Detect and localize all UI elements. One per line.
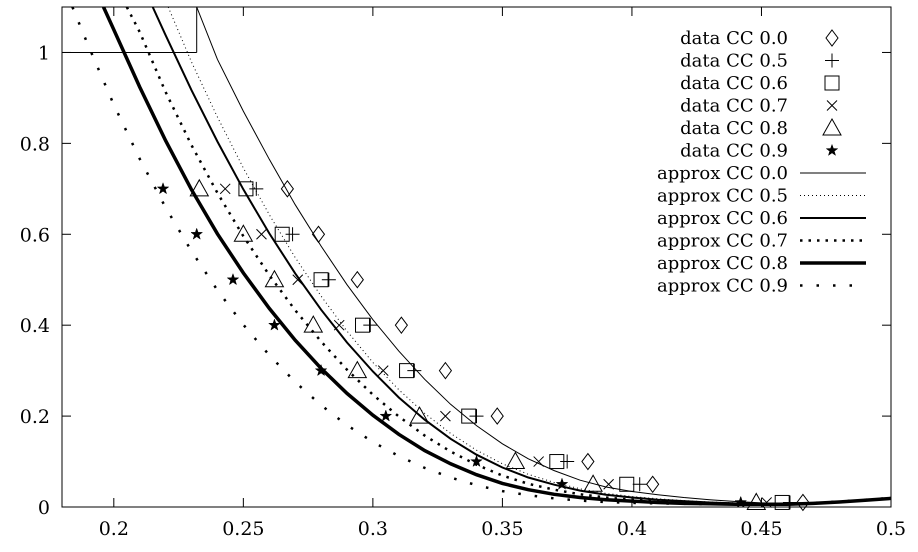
data-point-square [313,272,329,288]
data-point-cross [377,365,389,376]
data-point-diamond [581,452,595,471]
data-point-plus [249,181,264,196]
legend-symbol-plus [825,53,839,68]
y-tick-label: 0.8 [20,133,50,155]
data-point-star [379,409,393,422]
data-point-cross [219,183,231,195]
x-tick-label: 0.5 [876,518,906,540]
data-point-star [555,477,569,490]
data-point-cross [256,228,267,240]
data-point-star [226,272,240,286]
legend-symbol-diamond [825,29,839,47]
y-tick-label: 0.2 [20,406,50,428]
data-point-diamond [438,361,453,380]
y-tick-label: 0 [38,497,50,519]
x-tick-label: 0.2 [99,518,129,540]
y-tick-label: 1 [38,42,50,64]
data-point-star [156,182,170,195]
data-point-star [314,363,328,377]
data-point-triangle [409,406,430,424]
data-point-square [355,317,371,333]
data-point-plus [321,272,336,287]
data-point-plus [363,318,378,333]
data-point-diamond [311,225,326,244]
legend-label: data CC 0.7 [680,96,788,117]
data-point-cross [333,319,345,331]
legend-label: data CC 0.5 [680,51,788,72]
curve-approx-cc-0-5 [167,7,891,505]
curve-approx-cc-0-8 [101,7,891,507]
data-point-diamond [280,179,295,198]
data-point-triangle [583,474,603,492]
legend-label: approx CC 0.8 [657,253,788,274]
data-point-triangle [303,315,324,333]
axes: 0.2 0.25 0.3 0.35 0.4 0.45 0.5 0 0.2 0.4 0.6 0.8 1 [20,7,906,540]
data-point-square [399,363,415,379]
data-point-diamond [490,407,504,425]
legend-label: approx CC 0.0 [657,163,788,184]
x-tick-label: 0.4 [617,518,647,540]
plot-frame [61,6,892,508]
legend-label: approx CC 0.5 [657,186,788,207]
x-tick-label: 0.45 [740,518,782,540]
data-point-square [549,454,565,470]
data-point-cross [603,478,614,490]
data-point-square [619,476,635,492]
data-point-triangle [189,178,210,197]
data-point-star [267,318,281,331]
data-point-diamond [394,316,408,335]
data-point-cross [440,410,451,422]
data-point-square [461,408,477,424]
data-point-star [734,495,748,508]
data-point-triangle [233,224,254,242]
x-tick-label: 0.35 [481,518,523,540]
data-markers [156,178,810,512]
legend-label: data CC 0.9 [680,141,788,162]
x-tick-label: 0.25 [222,518,264,540]
data-point-plus [632,477,647,492]
legend-label: approx CC 0.6 [657,208,788,229]
data-point-plus [560,454,575,469]
legend-symbol-star [825,143,839,156]
legend-label: approx CC 0.9 [657,276,788,297]
data-point-triangle [505,451,526,470]
y-tick-label: 0.4 [20,315,50,337]
legend-symbol-square [824,75,840,91]
data-point-star [470,454,483,468]
data-point-cross [533,456,545,467]
legend-symbol-cross [826,100,838,111]
data-point-plus [407,363,422,378]
y-tick-label: 0.6 [20,224,50,246]
data-point-plus [469,409,484,424]
curve-approx-cc-0-7 [125,7,891,506]
data-point-plus [285,227,300,242]
legend-label: data CC 0.0 [680,28,788,49]
x-tick-label: 0.3 [358,518,388,540]
data-point-square [274,226,290,242]
legend-label: approx CC 0.7 [657,231,788,252]
data-point-square [774,494,790,510]
data-point-diamond [796,493,810,512]
data-point-cross [292,274,304,286]
data-point-triangle [264,269,285,288]
data-point-triangle [746,492,767,510]
data-point-square [238,181,254,197]
data-point-triangle [347,360,368,379]
legend-symbol-triangle [822,117,842,136]
legend-label: data CC 0.8 [680,118,788,139]
data-point-diamond [350,270,364,289]
legend-label: data CC 0.6 [680,73,788,94]
data-point-star [190,227,204,240]
data-point-diamond [646,475,660,494]
